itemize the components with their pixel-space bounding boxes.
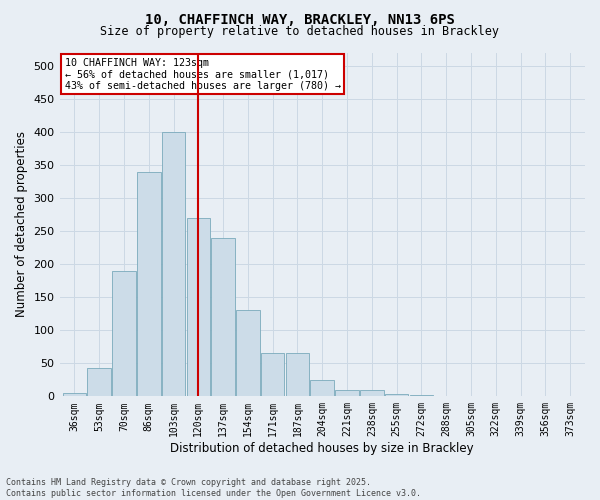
X-axis label: Distribution of detached houses by size in Brackley: Distribution of detached houses by size … xyxy=(170,442,474,455)
Bar xyxy=(385,394,409,396)
Bar xyxy=(236,310,260,396)
Text: Size of property relative to detached houses in Brackley: Size of property relative to detached ho… xyxy=(101,25,499,38)
Bar xyxy=(88,368,111,396)
Text: 10 CHAFFINCH WAY: 123sqm
← 56% of detached houses are smaller (1,017)
43% of sem: 10 CHAFFINCH WAY: 123sqm ← 56% of detach… xyxy=(65,58,341,91)
Bar xyxy=(187,218,210,396)
Bar xyxy=(310,380,334,396)
Bar xyxy=(335,390,359,396)
Text: Contains HM Land Registry data © Crown copyright and database right 2025.
Contai: Contains HM Land Registry data © Crown c… xyxy=(6,478,421,498)
Bar xyxy=(410,395,433,396)
Bar xyxy=(261,354,284,397)
Y-axis label: Number of detached properties: Number of detached properties xyxy=(15,132,28,318)
Bar xyxy=(360,390,383,396)
Bar xyxy=(137,172,161,396)
Bar xyxy=(62,393,86,396)
Bar xyxy=(286,354,309,397)
Bar xyxy=(162,132,185,396)
Bar xyxy=(112,270,136,396)
Text: 10, CHAFFINCH WAY, BRACKLEY, NN13 6PS: 10, CHAFFINCH WAY, BRACKLEY, NN13 6PS xyxy=(145,12,455,26)
Bar xyxy=(211,238,235,396)
